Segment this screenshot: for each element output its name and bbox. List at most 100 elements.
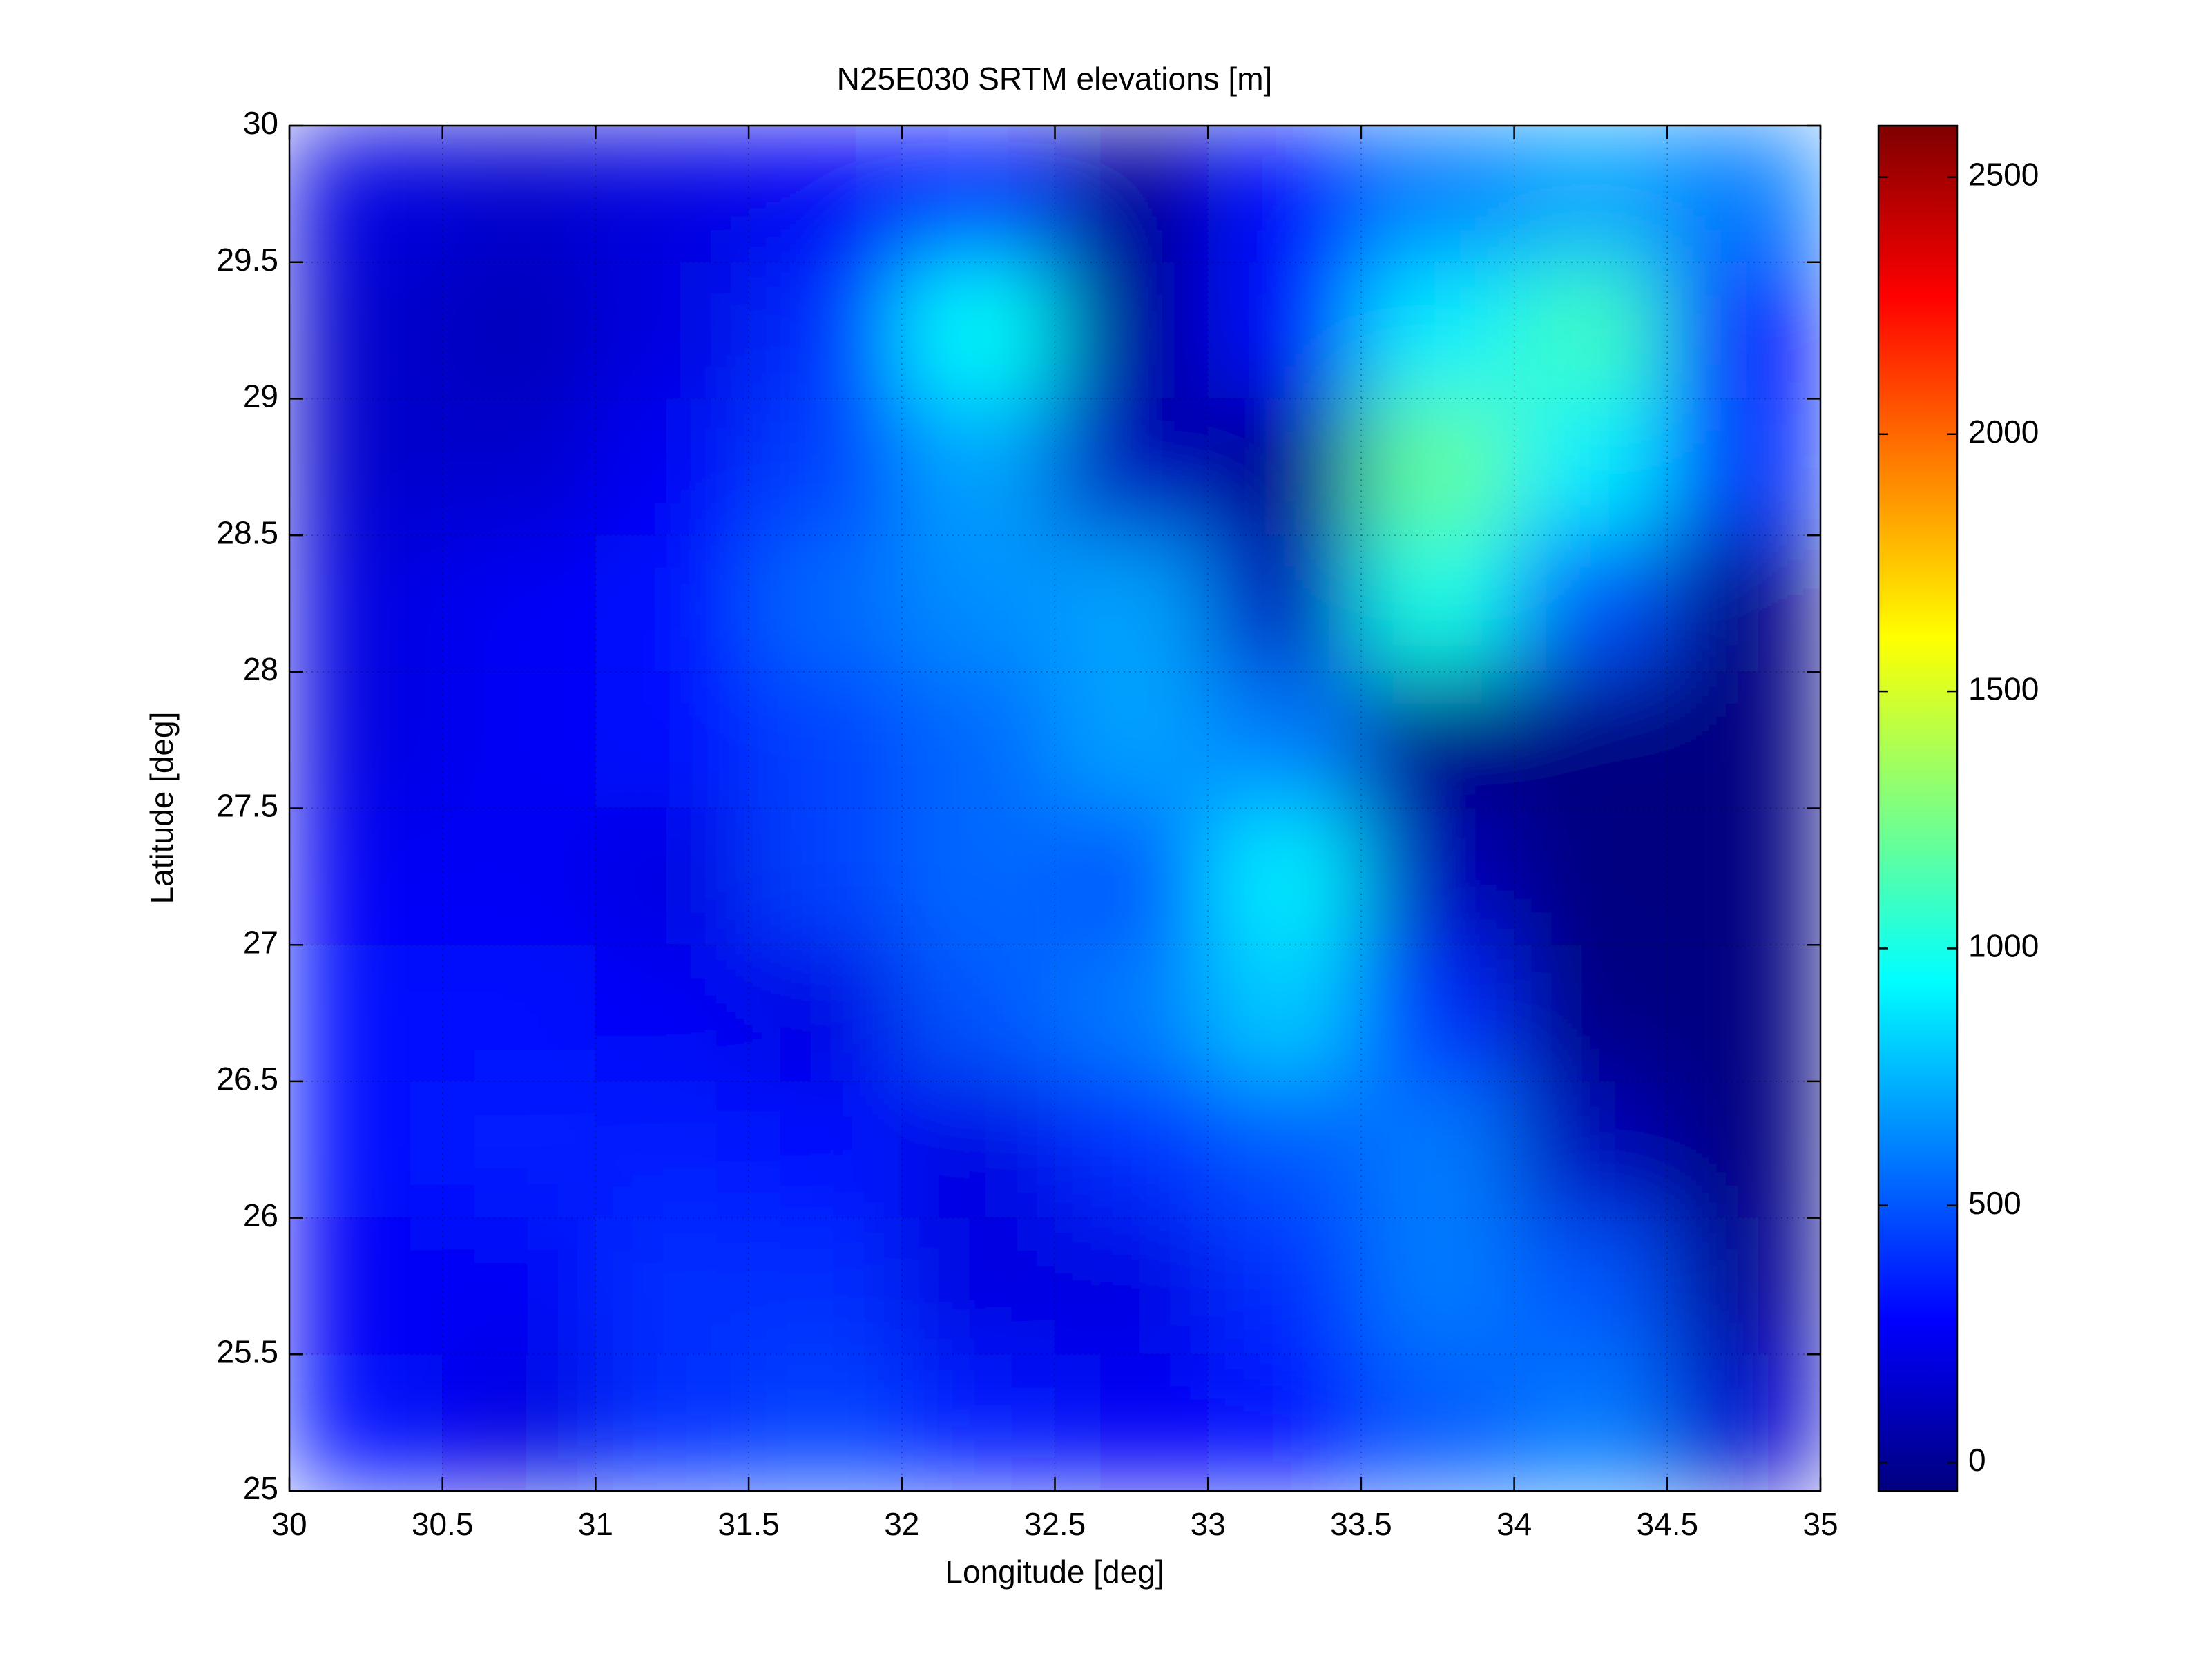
heat-cell [595, 262, 749, 399]
heat-cell [289, 808, 443, 945]
y-tick-label: 28.5 [216, 514, 278, 550]
heat-cell [901, 808, 1055, 945]
y-tick-label: 29 [243, 378, 278, 414]
y-tick-label: 29.5 [216, 242, 278, 278]
heat-cell [442, 944, 596, 1082]
heat-cell [442, 1081, 596, 1219]
heat-cell [1360, 126, 1515, 263]
heat-cell [289, 944, 443, 1082]
heat-cell [748, 671, 903, 809]
heat-cell [442, 671, 596, 809]
heat-cell [289, 1353, 443, 1491]
heat-cell [1055, 126, 1209, 263]
y-tick-label: 26.5 [216, 1061, 278, 1097]
heatmap [289, 126, 1820, 1491]
heat-cell [442, 808, 596, 945]
heat-cell [442, 398, 596, 536]
heat-cell [595, 1081, 749, 1219]
x-tick-label: 31 [578, 1506, 613, 1542]
axes: 30 30.5 31 31.5 32 32.5 33 33.5 34 34.5 35 25 25.5 26… [216, 105, 2039, 1542]
heat-cell [1055, 1081, 1209, 1219]
heat-cell [1514, 126, 1668, 263]
y-axis-label: Latitude [deg] [144, 712, 180, 905]
heat-cell [1514, 808, 1668, 945]
y-tick-label: 30 [243, 105, 278, 141]
heat-cell [1207, 126, 1362, 263]
heat-cell [595, 808, 749, 945]
heat-cell [901, 1353, 1055, 1491]
heat-cell [1666, 1217, 1820, 1355]
heat-cell [901, 398, 1055, 536]
heat-cell [1514, 1353, 1668, 1491]
heat-cell [1055, 1353, 1209, 1491]
heat-cell [748, 1353, 903, 1491]
heat-cell [289, 534, 443, 673]
heat-cell [1514, 1217, 1668, 1355]
x-tick-label: 32 [884, 1506, 919, 1542]
heat-cell [1360, 808, 1515, 945]
heat-cell [1666, 262, 1820, 399]
heat-cell [595, 534, 749, 673]
x-tick-label: 30.5 [412, 1506, 474, 1542]
x-tick-label: 30 [271, 1506, 307, 1542]
heat-cell [1360, 1353, 1515, 1491]
heat-cell [1055, 808, 1209, 945]
heat-cell [442, 1353, 596, 1491]
heat-cell [289, 398, 443, 536]
heat-cell [1666, 1081, 1820, 1219]
heat-cell [748, 534, 903, 673]
heat-cell [1514, 671, 1668, 809]
colorbar-tick-label: 500 [1968, 1185, 2021, 1221]
heat-cell [289, 1217, 443, 1355]
x-tick-label: 34.5 [1637, 1506, 1699, 1542]
x-tick-label: 31.5 [718, 1506, 780, 1542]
heat-cell [595, 1353, 749, 1491]
heat-cell [442, 1217, 596, 1355]
heat-cell [901, 944, 1055, 1082]
heat-cell [289, 262, 443, 399]
y-tick-label: 25 [243, 1470, 278, 1506]
heat-cell [1666, 126, 1820, 263]
heat-cell [1360, 398, 1515, 536]
heat-cell [1207, 944, 1362, 1082]
heat-cell [1055, 398, 1209, 536]
heat-cell [1207, 534, 1362, 673]
colorbar [1877, 124, 1959, 1492]
heat-cell [1360, 262, 1515, 399]
heat-cell [1207, 398, 1362, 536]
heat-cell [1514, 1081, 1668, 1219]
heat-cell [901, 1081, 1055, 1219]
heat-cell [1360, 1081, 1515, 1219]
heat-cell [1666, 944, 1820, 1082]
heat-cell [748, 126, 903, 263]
heat-cell [1207, 1217, 1362, 1355]
colorbar-tick-label: 2000 [1968, 414, 2039, 450]
heat-cell [901, 671, 1055, 809]
heat-cell [901, 126, 1055, 263]
heat-cell [748, 944, 903, 1082]
colorbar-tick-label: 1500 [1968, 671, 2039, 706]
heatmap-cells [289, 126, 1820, 1491]
heat-cell [442, 262, 596, 399]
heat-cell [1207, 671, 1362, 809]
heat-cell [442, 534, 596, 673]
heat-cell [289, 126, 443, 263]
heat-cell [1666, 1353, 1820, 1491]
heat-cell [1055, 1217, 1209, 1355]
heat-cell [1666, 398, 1820, 536]
heat-cell [595, 398, 749, 536]
heat-cell [901, 534, 1055, 673]
y-tick-label: 25.5 [216, 1333, 278, 1369]
heat-cell [1207, 1081, 1362, 1219]
heat-cell [1666, 671, 1820, 809]
heat-cell [1360, 671, 1515, 809]
y-tick-label: 27 [243, 924, 278, 960]
heat-cell [1514, 944, 1668, 1082]
colorbar-tick-label: 0 [1968, 1442, 1986, 1478]
heat-cell [901, 262, 1055, 399]
heat-cell [748, 262, 903, 399]
heat-cell [595, 126, 749, 263]
heat-cell [901, 1217, 1055, 1355]
heat-cell [289, 1081, 443, 1219]
